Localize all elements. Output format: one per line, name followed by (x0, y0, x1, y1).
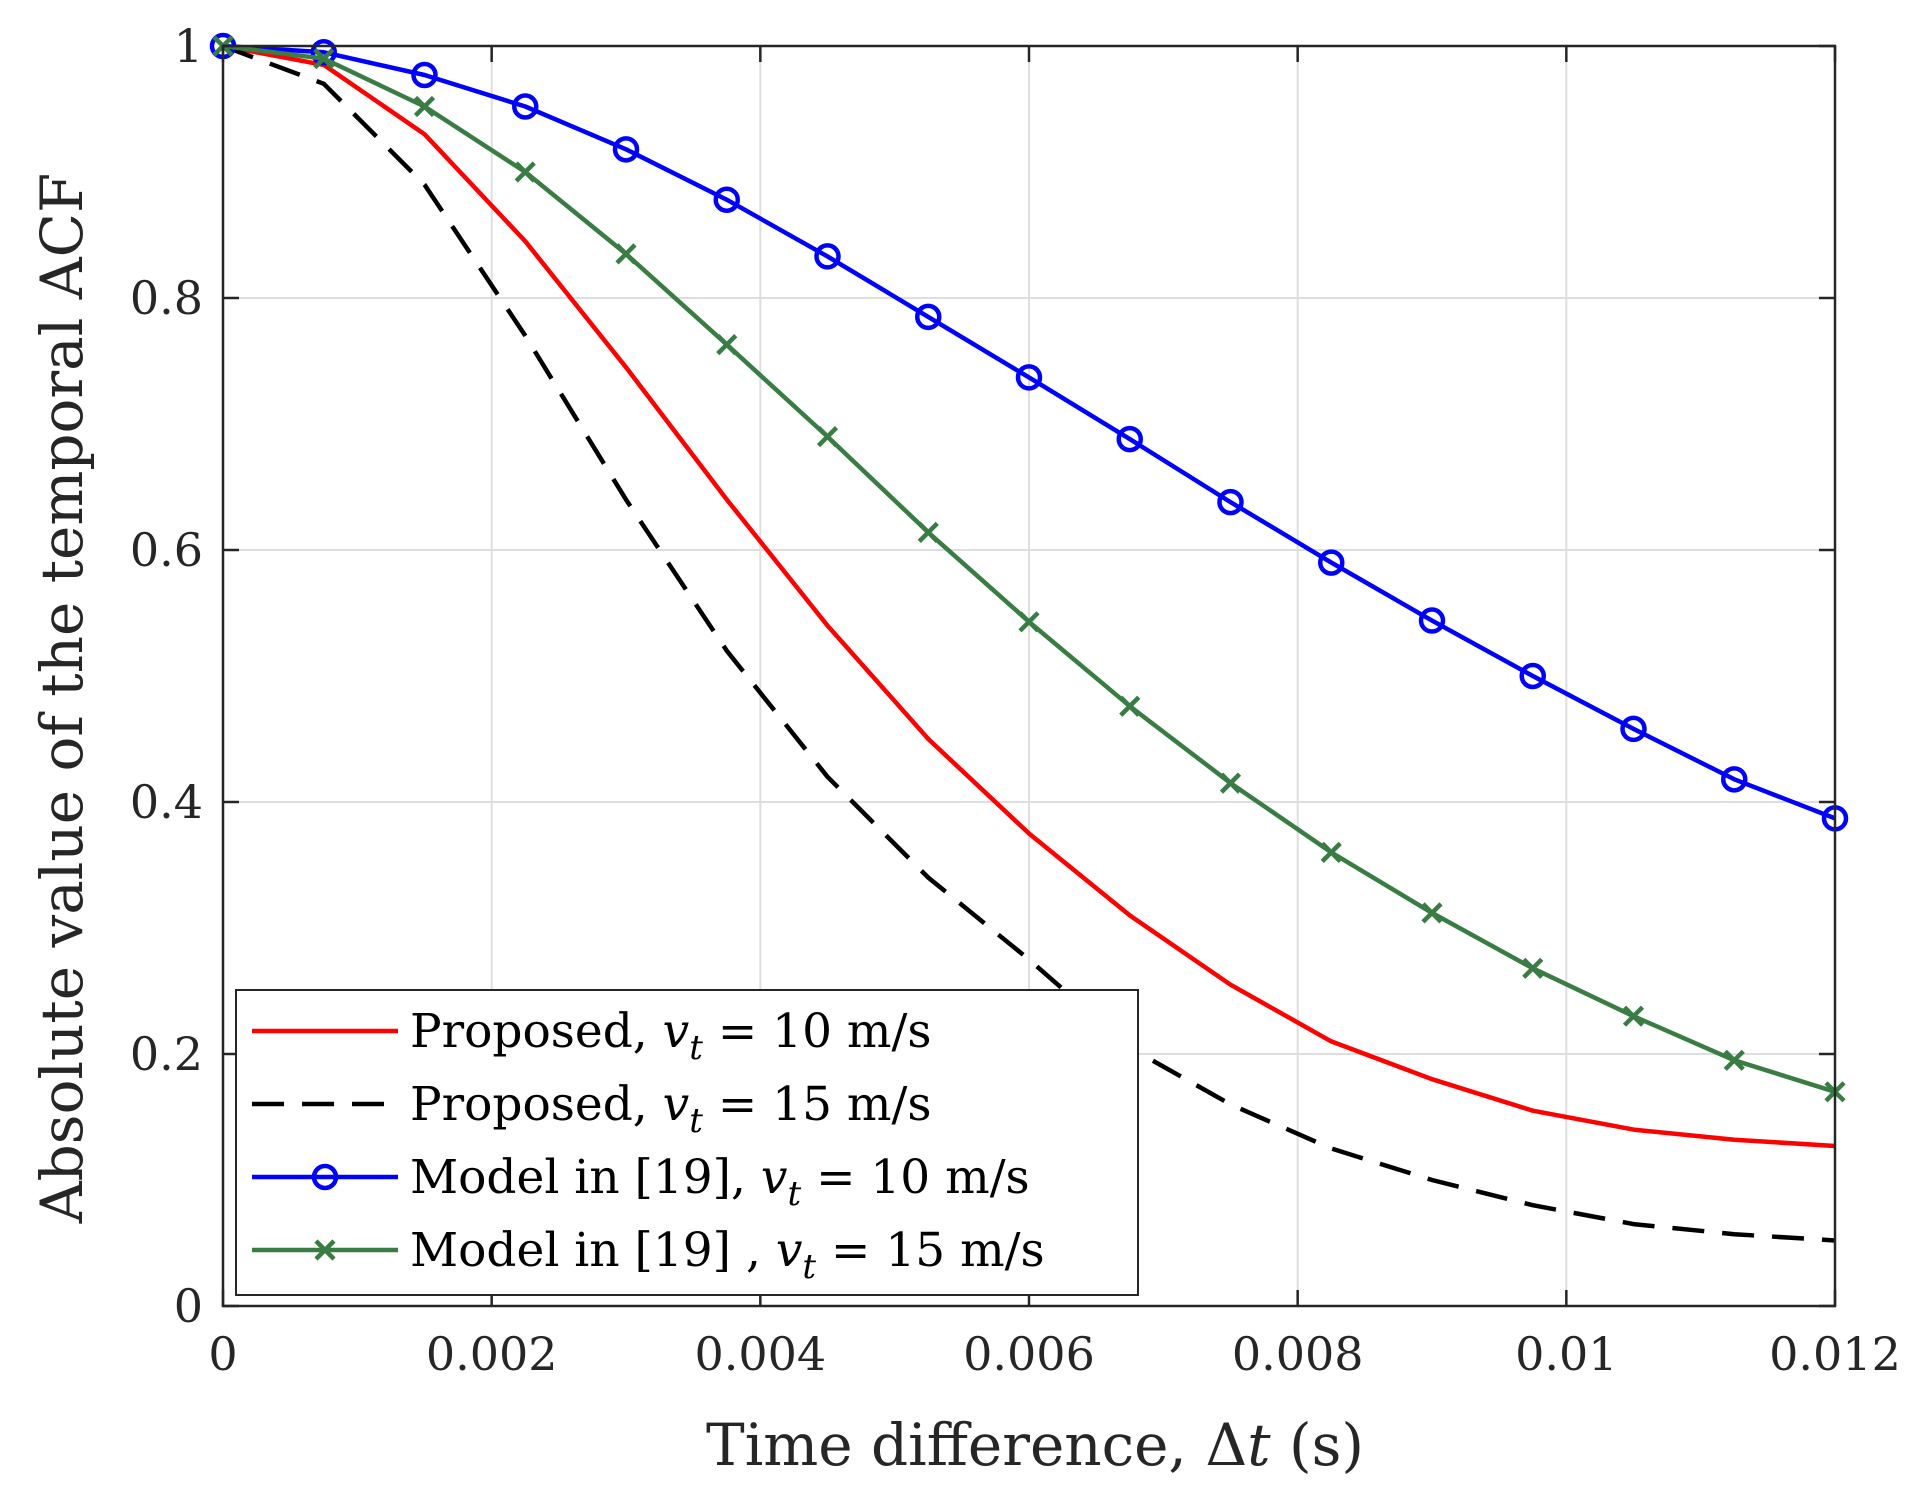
x-tick-label: 0.008 (1232, 1327, 1364, 1381)
legend-box (235, 989, 1139, 1296)
data-point (915, 303, 942, 331)
data-point (1418, 607, 1446, 634)
data-point (1219, 772, 1242, 794)
data-point (514, 161, 536, 183)
data-point (1320, 841, 1342, 863)
data-point (310, 39, 337, 66)
data-point (816, 426, 839, 448)
x-tick-label: 0.012 (1769, 1327, 1901, 1381)
data-point (411, 61, 438, 89)
legend-label: Proposed, vt = 15 m/s (410, 1077, 931, 1141)
legend-entry: Proposed, vt = 10 m/s (252, 1004, 931, 1068)
y-tick-label: 0.2 (130, 1027, 203, 1081)
series-line (222, 43, 1836, 821)
series-4 (212, 35, 1846, 1103)
y-axis-title: Absolute value of the temporal ACF (28, 173, 96, 1224)
series-line (222, 43, 1836, 1243)
legend-label: Proposed, vt = 10 m/s (410, 1004, 931, 1068)
y-tick-label: 0.4 (130, 775, 203, 829)
x-tick-label: 0.006 (963, 1327, 1095, 1381)
data-point (716, 334, 738, 356)
legend-label: Model in [19] , vt = 15 m/s (410, 1223, 1045, 1287)
y-tick-label: 1 (174, 19, 203, 73)
legend-marker (314, 1239, 336, 1261)
data-point (1318, 549, 1345, 576)
legend-entry: Model in [19], vt = 10 m/s (252, 1150, 1030, 1214)
series-1 (222, 43, 1836, 1149)
data-point (1620, 715, 1647, 743)
legend-entry: Proposed, vt = 15 m/s (252, 1077, 931, 1141)
legend-label: Model in [19], vt = 10 m/s (410, 1150, 1030, 1214)
data-point (1116, 425, 1143, 453)
data-point (1018, 611, 1040, 633)
x-tick-label: 0 (208, 1327, 237, 1381)
y-tick-label: 0.8 (130, 271, 203, 325)
data-point (1723, 1049, 1745, 1071)
data-point (1421, 902, 1443, 924)
data-point (917, 521, 939, 543)
x-tick-label: 0.004 (694, 1327, 826, 1381)
series-2 (222, 43, 1836, 1243)
series-line (222, 43, 1836, 1149)
data-point (313, 48, 335, 70)
data-point (1217, 488, 1244, 516)
axis-ticks: 0 0.002 0.004 0.006 0.008 0.01 0.012 0 0.2 0.4 0.6… (130, 19, 1901, 1381)
x-tick-label: 0.002 (426, 1327, 558, 1381)
data-point (1721, 766, 1748, 793)
y-tick-label: 0.6 (130, 523, 203, 577)
legend-entry: Model in [19] , vt = 15 m/s (252, 1223, 1045, 1287)
data-point (615, 243, 637, 265)
data-point (1522, 957, 1544, 979)
data-point (814, 243, 841, 270)
legend-marker (311, 1163, 339, 1191)
data-point (512, 93, 539, 120)
x-tick-label: 0.01 (1515, 1327, 1617, 1381)
legend: Proposed, vt = 10 m/s Proposed, vt = 15 m… (235, 989, 1139, 1296)
data-point (413, 95, 436, 118)
x-axis-title: Time difference, Δt (s) (706, 1411, 1364, 1479)
y-tick-label: 0 (174, 1279, 203, 1333)
data-point (612, 136, 640, 163)
data-point (713, 186, 740, 213)
data-point (1622, 1005, 1645, 1027)
data-point (1015, 364, 1043, 391)
data-point (1119, 695, 1141, 717)
data-point (1519, 662, 1546, 690)
plot-series (209, 32, 1849, 1243)
